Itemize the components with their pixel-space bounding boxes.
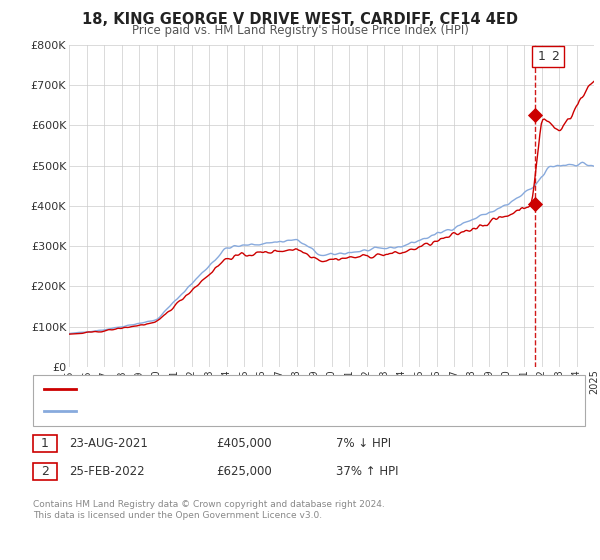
Text: 18, KING GEORGE V DRIVE WEST, CARDIFF, CF14 4ED: 18, KING GEORGE V DRIVE WEST, CARDIFF, C… bbox=[82, 12, 518, 27]
Text: £625,000: £625,000 bbox=[216, 465, 272, 478]
Text: 1: 1 bbox=[41, 437, 49, 450]
Text: 7% ↓ HPI: 7% ↓ HPI bbox=[336, 437, 391, 450]
Text: HPI: Average price, detached house, Cardiff: HPI: Average price, detached house, Card… bbox=[81, 407, 299, 417]
Point bbox=[530, 111, 540, 120]
Text: This data is licensed under the Open Government Licence v3.0.: This data is licensed under the Open Gov… bbox=[33, 511, 322, 520]
Text: Contains HM Land Registry data © Crown copyright and database right 2024.: Contains HM Land Registry data © Crown c… bbox=[33, 500, 385, 508]
Text: Price paid vs. HM Land Registry's House Price Index (HPI): Price paid vs. HM Land Registry's House … bbox=[131, 24, 469, 36]
Text: 23-AUG-2021: 23-AUG-2021 bbox=[69, 437, 148, 450]
Text: 1: 1 bbox=[537, 50, 545, 63]
Text: 2: 2 bbox=[41, 465, 49, 478]
Text: 2: 2 bbox=[551, 50, 559, 63]
Text: 18, KING GEORGE V DRIVE WEST, CARDIFF, CF14 4ED (detached house): 18, KING GEORGE V DRIVE WEST, CARDIFF, C… bbox=[81, 384, 440, 394]
Text: 25-FEB-2022: 25-FEB-2022 bbox=[69, 465, 145, 478]
Text: 37% ↑ HPI: 37% ↑ HPI bbox=[336, 465, 398, 478]
Point bbox=[530, 199, 540, 208]
Text: £405,000: £405,000 bbox=[216, 437, 272, 450]
